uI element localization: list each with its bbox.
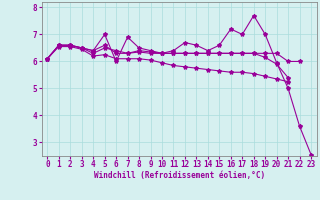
X-axis label: Windchill (Refroidissement éolien,°C): Windchill (Refroidissement éolien,°C) bbox=[94, 171, 265, 180]
